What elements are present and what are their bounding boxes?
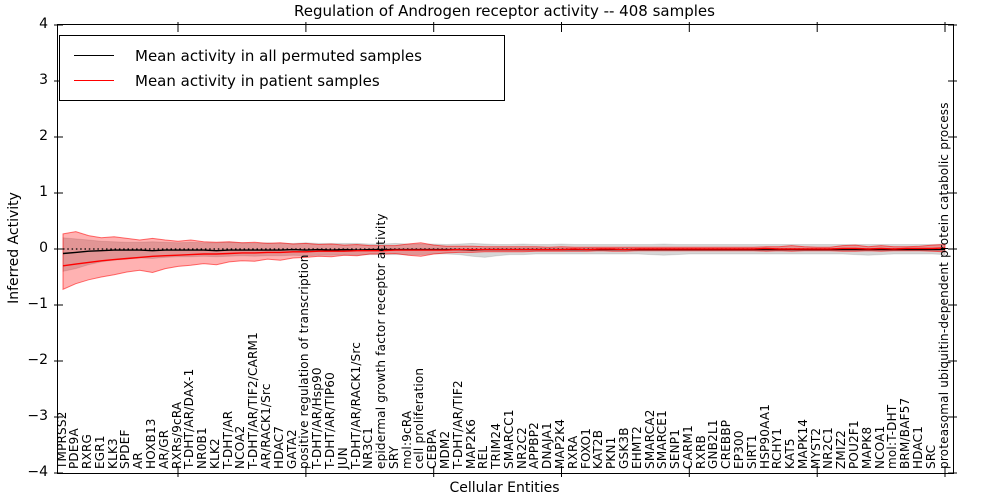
x-tick-label: T-DHT/AR/Hsp90 bbox=[310, 367, 325, 469]
permuted-samples-std-band bbox=[62, 237, 946, 273]
y-tick-label: 4 bbox=[39, 16, 48, 32]
x-tick-label: SMARCC1 bbox=[501, 409, 516, 469]
x-tick-label: T-DHT/AR/TIF2 bbox=[450, 380, 465, 469]
x-tick-label: SENP1 bbox=[668, 428, 683, 469]
y-tick-label: −1 bbox=[27, 296, 48, 312]
plot-area bbox=[54, 22, 957, 477]
x-tick-label: MAPK14 bbox=[795, 418, 810, 469]
chart-svg bbox=[54, 22, 957, 477]
x-tick-label: HDAC7 bbox=[271, 425, 286, 469]
x-tick-label: JUN bbox=[335, 447, 350, 469]
y-tick-label: 3 bbox=[39, 72, 48, 88]
x-tick-label: MAPK8 bbox=[859, 426, 874, 469]
x-tick-label: AR/GR bbox=[156, 429, 171, 469]
y-tick-label: −4 bbox=[27, 464, 48, 480]
x-tick-label: RXRA bbox=[565, 435, 580, 469]
y-tick-label: −2 bbox=[27, 352, 48, 368]
x-tick-label: RXRG bbox=[80, 434, 95, 469]
x-tick-label: AR/RACK1/Src bbox=[259, 383, 274, 469]
x-tick-label: SRC bbox=[923, 444, 938, 469]
x-tick-label: KLK2 bbox=[207, 438, 222, 469]
y-tick-label: 0 bbox=[39, 240, 48, 256]
x-axis-label: Cellular Entities bbox=[449, 480, 560, 496]
legend-line-patient bbox=[74, 80, 114, 81]
x-tick-label: MDM2 bbox=[437, 430, 452, 469]
x-tick-label: CEBPA bbox=[425, 429, 440, 469]
x-tick-label: PKN1 bbox=[604, 436, 619, 469]
legend-box: Mean activity in all permuted samples Mea… bbox=[59, 35, 505, 101]
patient-samples-std-band bbox=[62, 231, 946, 291]
series-line-patient bbox=[62, 247, 946, 267]
legend-line-permuted bbox=[74, 55, 114, 56]
x-tick-label: TRIM24 bbox=[489, 422, 504, 469]
x-tick-label: HDAC1 bbox=[910, 425, 925, 469]
x-tick-label: NR0B1 bbox=[195, 427, 210, 469]
x-tick-label: DNAJA1 bbox=[540, 422, 555, 469]
x-tick-label: EGR1 bbox=[92, 435, 107, 469]
x-tick-label: GSK3B bbox=[616, 427, 631, 469]
y-tick-label: 2 bbox=[39, 128, 48, 144]
x-tick-label: proteasomal ubiquitin-dependent protein … bbox=[936, 102, 951, 469]
x-tick-label: ZMIZ2 bbox=[834, 430, 849, 469]
x-tick-label: HOXB13 bbox=[143, 418, 158, 469]
x-tick-label: SRY bbox=[386, 445, 401, 469]
legend-label: Mean activity in patient samples bbox=[135, 71, 380, 90]
x-tick-label: EHMT2 bbox=[629, 426, 644, 469]
x-tick-label: AR bbox=[131, 452, 146, 469]
x-tick-label: EP300 bbox=[731, 430, 746, 469]
x-tick-label: KAT5 bbox=[783, 438, 798, 469]
x-tick-label: MAP2K4 bbox=[553, 418, 568, 469]
legend-label: Mean activity in all permuted samples bbox=[135, 46, 422, 65]
legend-entry: Mean activity in all permuted samples bbox=[74, 43, 504, 68]
y-tick-label: −3 bbox=[27, 408, 48, 424]
y-tick-label: 1 bbox=[39, 184, 48, 200]
x-tick-label: SIRT1 bbox=[744, 434, 759, 469]
x-tick-label: CREBBP bbox=[719, 419, 734, 469]
x-tick-label: T-DHT/AR/TIP60 bbox=[322, 372, 337, 469]
x-tick-label: T-DHT/AR/TIF2/CARM1 bbox=[246, 332, 261, 469]
x-tick-label: CARM1 bbox=[680, 425, 695, 469]
x-tick-label: epidermal growth factor receptor activit… bbox=[374, 213, 389, 469]
x-tick-label: POU2F1 bbox=[847, 420, 862, 469]
x-tick-label: BRM/BAF57 bbox=[898, 397, 913, 469]
chart-title: Regulation of Androgen receptor activity… bbox=[294, 2, 715, 20]
legend-entry: Mean activity in patient samples bbox=[74, 68, 504, 93]
